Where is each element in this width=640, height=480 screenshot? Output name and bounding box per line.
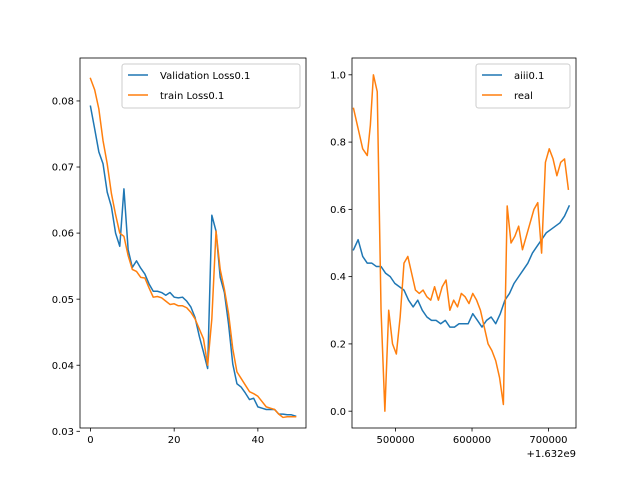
x-tick-label: 20: [168, 435, 181, 446]
series-line-1: [89, 105, 297, 418]
y-tick-label: 0.03: [52, 427, 74, 438]
axes-frame: [79, 57, 307, 429]
legend-label: aiii0.1: [514, 71, 544, 82]
axes-frame: [351, 57, 577, 429]
y-tick-label: 0.6: [330, 205, 346, 216]
series-line-2: [89, 77, 297, 419]
y-tick-label: 0.0: [330, 407, 346, 418]
y-tick-label: 0.07: [52, 163, 74, 174]
y-tick-label: 0.4: [330, 272, 346, 283]
y-tick-label: 0.8: [330, 138, 346, 149]
y-tick-label: 0.05: [52, 295, 74, 306]
left-chart: 0 20 40 0.03 0.04 0.05 0.06 0.07 0.08 Validation …: [52, 57, 307, 446]
x-tick-label: 40: [252, 435, 265, 446]
right-chart: 500000 600000 700000 0.0 0.2 0.4 0.6 0.8 1.0 +1.6…: [330, 57, 577, 460]
x-tick-label: 600000: [453, 435, 491, 446]
x-tick-label: 0: [87, 435, 93, 446]
legend-label: Validation Loss0.1: [160, 71, 250, 82]
x-offset-label: +1.632e9: [526, 449, 576, 460]
y-tick-label: 0.08: [52, 97, 74, 108]
y-tick-label: 1.0: [330, 70, 346, 81]
legend-box: [121, 63, 301, 109]
series-line-2: [352, 74, 570, 412]
legend-label: train Loss0.1: [160, 91, 224, 102]
y-tick-label: 0.04: [52, 361, 74, 372]
y-tick-label: 0.2: [330, 340, 346, 351]
x-tick-label: 500000: [376, 435, 414, 446]
legend-label: real: [514, 91, 533, 102]
y-tick-label: 0.06: [52, 229, 74, 240]
series-line-1: [352, 205, 571, 328]
x-tick-label: 700000: [529, 435, 567, 446]
